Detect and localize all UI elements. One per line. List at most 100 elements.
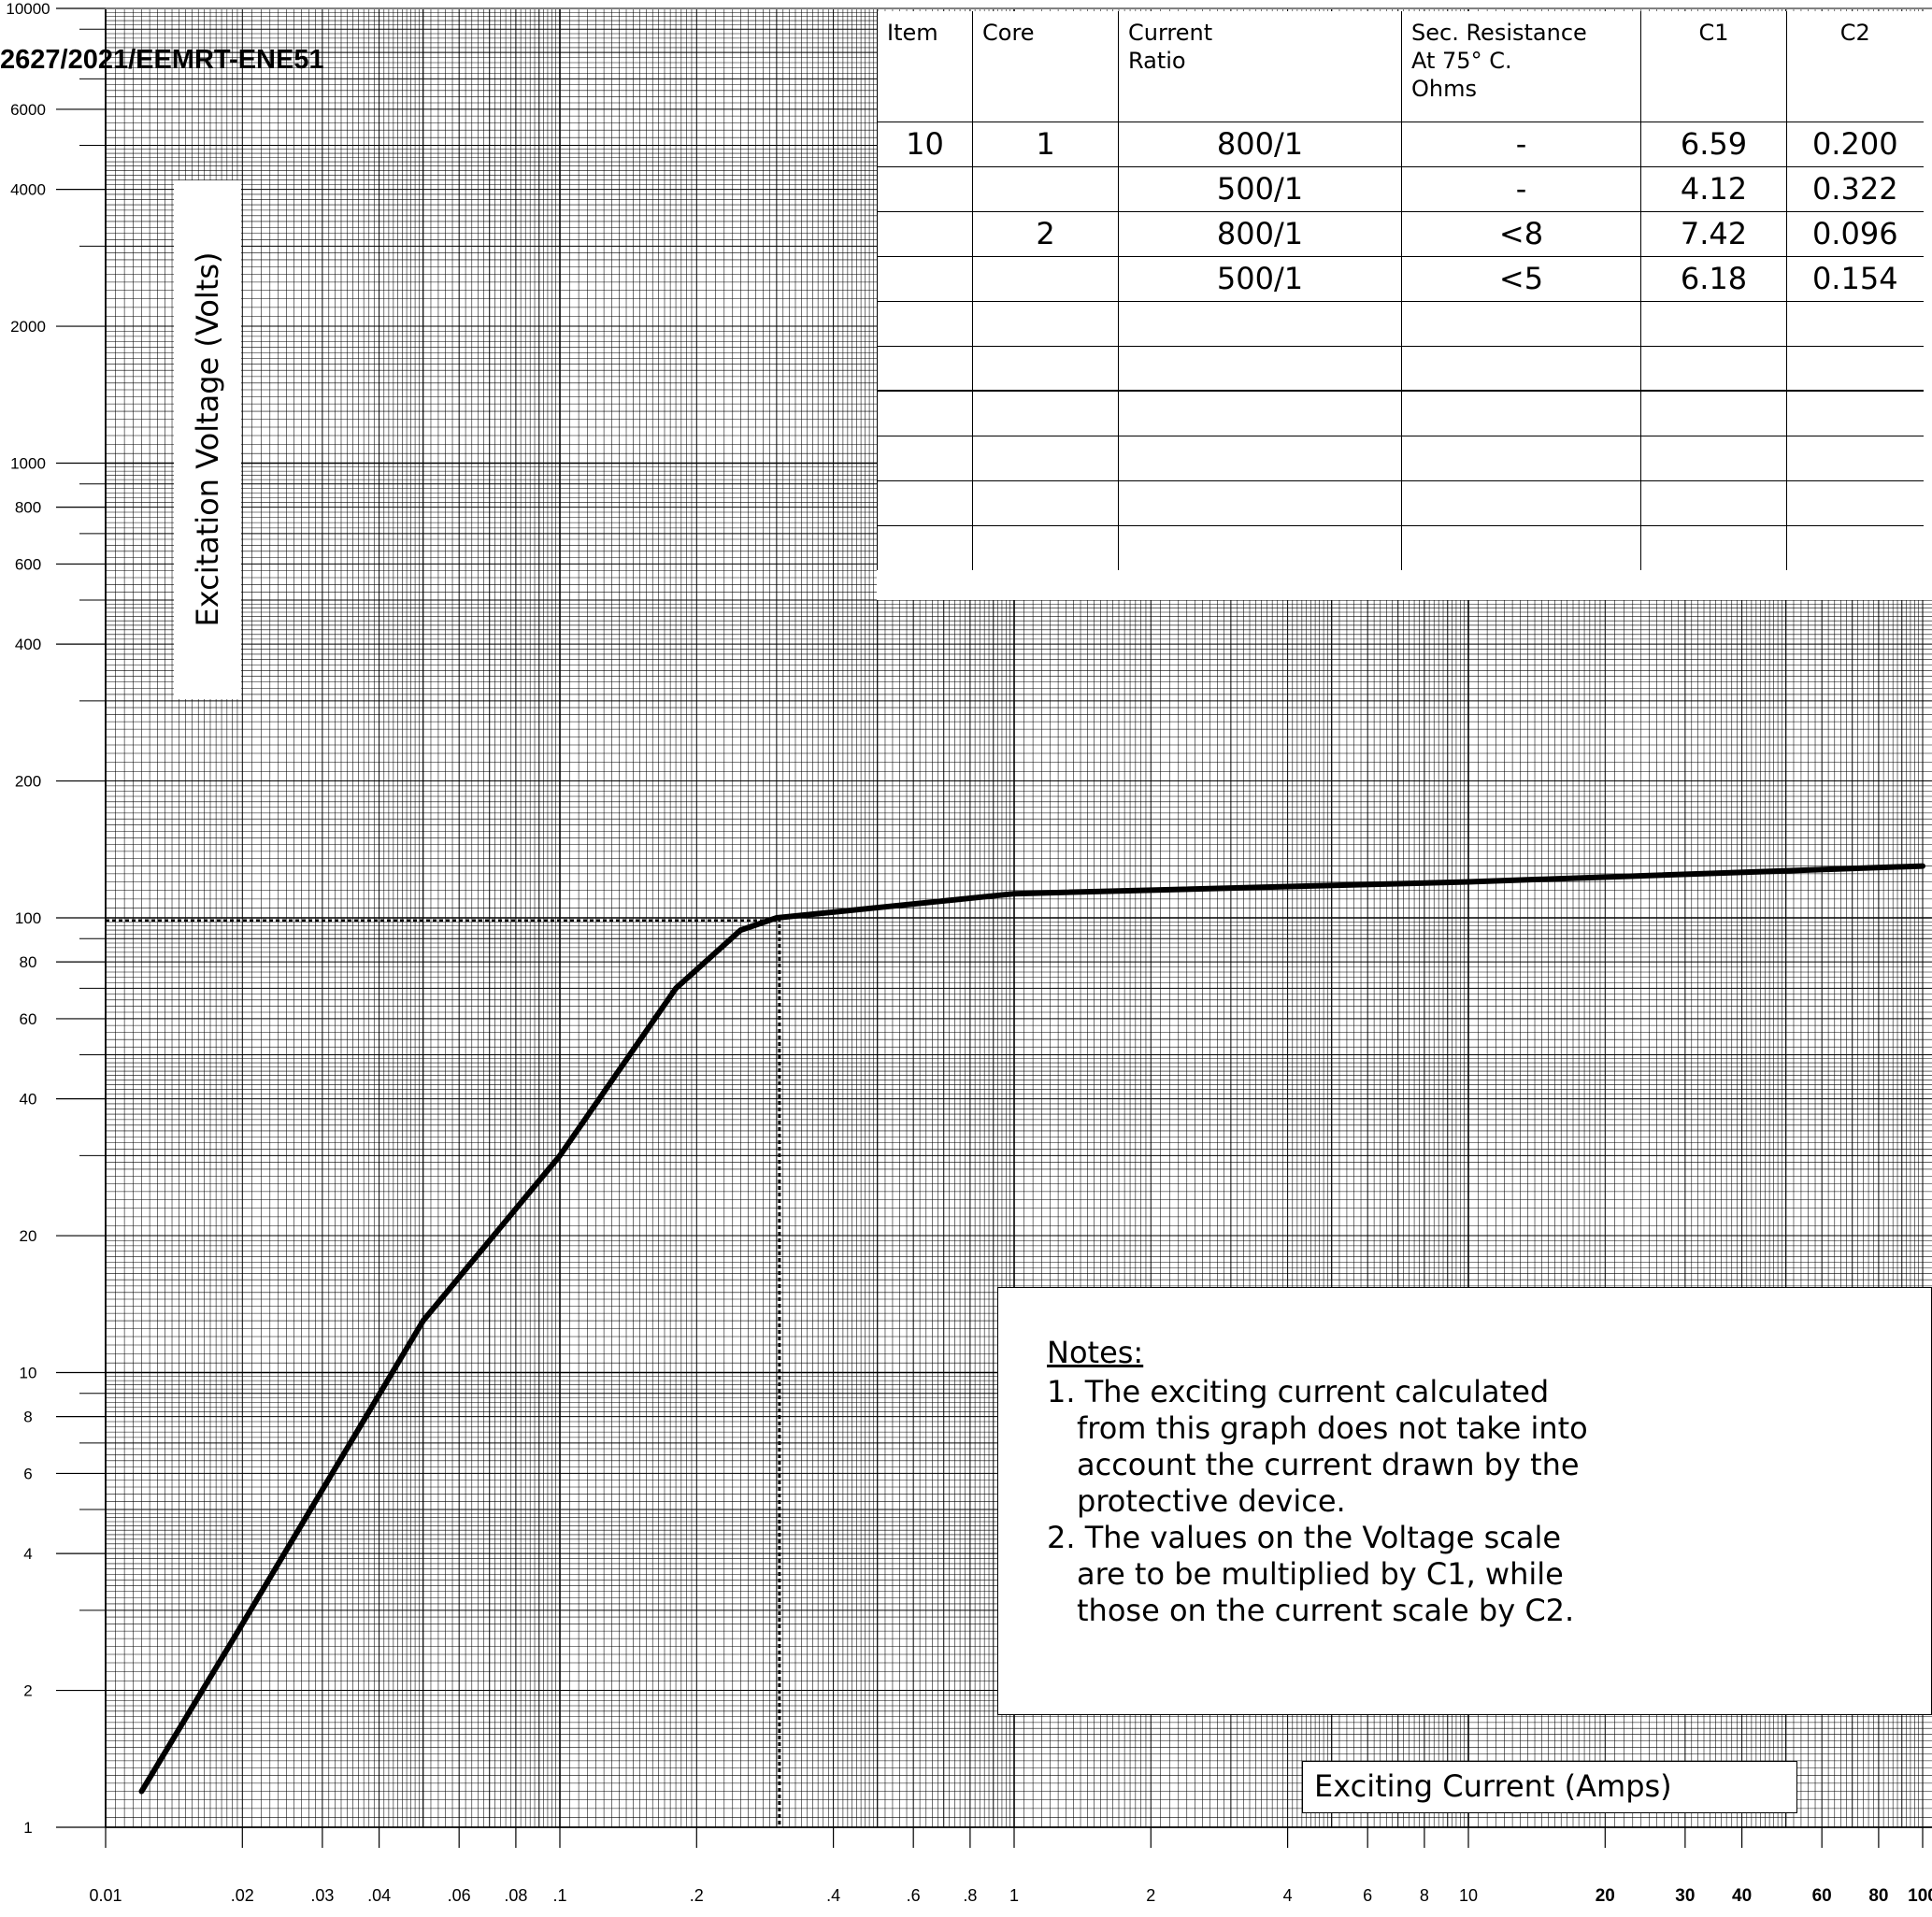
table-cell [1118,435,1402,480]
table-cell: 0.154 [1786,255,1924,301]
y-tick-label: 200 [15,773,41,791]
table-cell: 800/1 [1118,121,1402,166]
y-tick-label: 6000 [10,101,46,119]
y-tick-label: 1000 [10,455,46,473]
y-tick-label: 4 [23,1545,32,1563]
table-row [877,479,1924,525]
table-cell: 0.096 [1786,210,1924,256]
x-tick-label: 40 [1732,1886,1752,1906]
x-tick-label: 0.01 [89,1886,122,1905]
table-cell: 800/1 [1118,210,1402,256]
x-tick-label: 100 [1908,1886,1932,1906]
table-cell: 10 [877,121,973,166]
table-row [877,345,1924,391]
x-tick-label: 30 [1675,1886,1695,1906]
table-cell [1401,345,1641,391]
table-cell [1118,524,1402,570]
table-cell [1640,390,1787,436]
table-cell [1401,524,1641,570]
note-item: 1. The exciting current calculated from … [1047,1374,1588,1519]
table-cell [1118,390,1402,436]
excitation-curve [138,863,1925,1795]
y-tick-label: 60 [20,1010,37,1028]
table-row: 500/1 <5 6.18 0.154 [877,255,1924,301]
x-tick-label: 1 [1009,1886,1019,1905]
y-tick-label: 100 [15,909,41,927]
x-tick-label: 10 [1459,1886,1478,1905]
table-row [877,390,1924,436]
x-tick-label: .2 [690,1886,704,1905]
table-cell: - [1401,121,1641,166]
excitation-curve-layer [138,863,1925,1795]
table-cell [1118,479,1402,525]
y-tick-label: 2 [23,1682,32,1700]
table-cell [1118,345,1402,391]
y-tick-label: 8 [23,1409,32,1426]
note-item: 2. The values on the Voltage scale are t… [1047,1520,1575,1628]
x-tick-label: 60 [1812,1886,1832,1906]
table-row: 500/1-4.12 0.322 [877,165,1924,211]
table-cell: 2 [972,210,1119,256]
table-cell: <5 [1401,255,1641,301]
table-cell [1640,345,1787,391]
table-cell [877,524,973,570]
table-cell [877,435,973,480]
table-cell [1786,524,1924,570]
table-header-cell: Current Ratio [1118,11,1402,122]
table-cell: 4.12 [1640,165,1787,211]
x-tick-label: .1 [552,1886,566,1905]
table-header-cell: Item [877,11,973,122]
table-cell: 0.200 [1786,121,1924,166]
table-header-cell: Sec. Resistance At 75° C. Ohms [1401,11,1641,122]
ct-data-table-panel: Item Core Current Ratio Sec. Resistance At 7… [877,11,1932,600]
table-cell [877,255,973,301]
document-id: 2627/2021/EEMRT-ENE51 [0,45,324,75]
table-header-row: Item Core Current Ratio Sec. Resistance At 7… [877,11,1924,122]
table-row [877,435,1924,480]
x-tick-label: .4 [826,1886,840,1905]
table-cell: - [1401,165,1641,211]
table-cell: 500/1 [1118,255,1402,301]
y-tick-label: 10000 [6,0,50,18]
table-cell: 6.59 [1640,121,1787,166]
table-cell [972,435,1119,480]
x-tick-label: 4 [1283,1886,1293,1905]
y-axis-label: Excitation Voltage (Volts) [190,251,225,627]
y-tick-label: 400 [15,636,41,653]
table-cell [1640,479,1787,525]
y-tick-label: 6 [23,1465,32,1482]
table-cell: 1 [972,121,1119,166]
table-cell [877,479,973,525]
x-tick-label: .03 [310,1886,334,1905]
table-cell [1640,435,1787,480]
table-header-cell: Core [972,11,1119,122]
table-header-cell: C1 [1640,11,1787,122]
table-cell [1118,300,1402,346]
y-tick-label: 40 [20,1091,37,1109]
x-tick-label: 20 [1596,1886,1615,1906]
table-cell [877,300,973,346]
table-header-cell: C2 [1786,11,1924,122]
x-tick-label: 6 [1363,1886,1372,1905]
table-cell [877,390,973,436]
y-tick-label: 80 [20,953,37,971]
table-body: 10 1 800/1-6.59 0.200 500/1-4.12 0.322 2 800/1 <… [877,121,1924,570]
x-tick-label: .6 [907,1886,921,1905]
table-cell: <8 [1401,210,1641,256]
table-cell [1786,345,1924,391]
ct-data-table: Item Core Current Ratio Sec. Resistance At 7… [877,11,1924,570]
table-cell [972,255,1119,301]
y-tick-label: 10 [20,1365,37,1382]
table-cell: 6.18 [1640,255,1787,301]
notes-list: 1. The exciting current calculated from … [1047,1374,1608,1629]
table-cell [1640,524,1787,570]
table-cell [1786,390,1924,436]
table-row [877,300,1924,346]
table-cell [1640,300,1787,346]
notes-title: Notes: [1047,1335,1144,1370]
y-tick-label: 1 [23,1819,32,1837]
x-tick-label: 8 [1420,1886,1429,1905]
x-axis-label: Exciting Current (Amps) [1302,1761,1797,1813]
table-cell [877,210,973,256]
table-cell [1401,435,1641,480]
